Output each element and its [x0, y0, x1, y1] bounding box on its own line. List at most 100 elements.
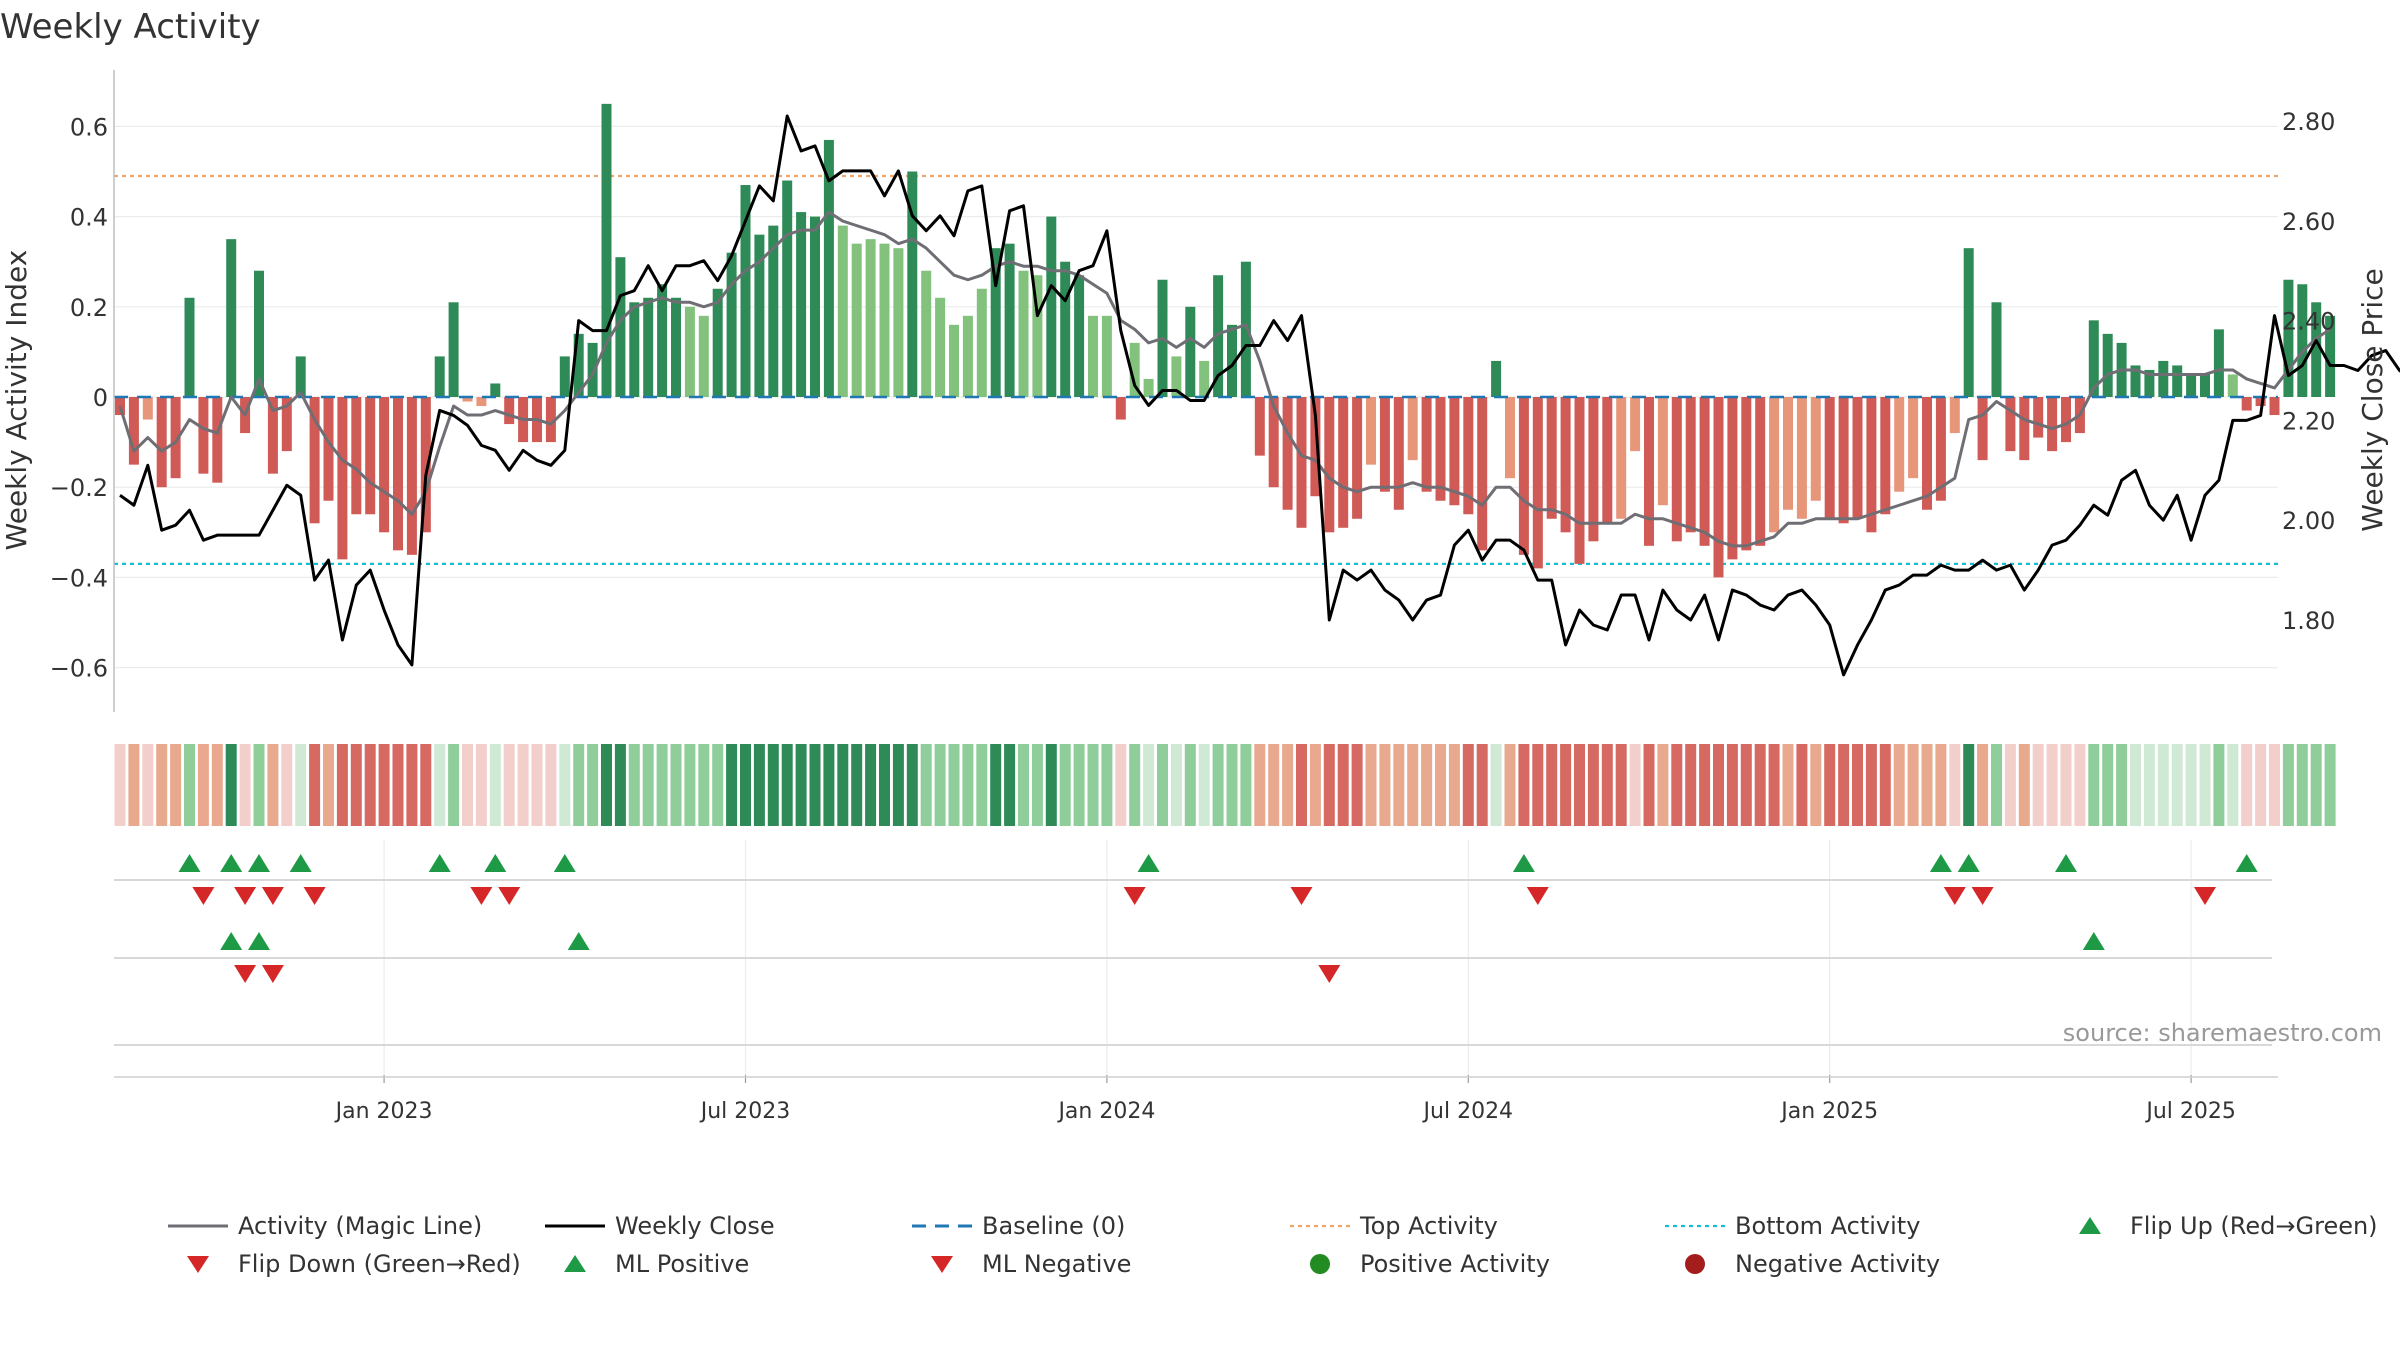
legend-item-flip-down: Flip Down (Green→Red) [187, 1250, 521, 1278]
legend-label: Bottom Activity [1735, 1212, 1920, 1240]
strip-cell [2241, 744, 2253, 826]
activity-bar [1296, 397, 1307, 528]
strip-cell [670, 744, 682, 826]
activity-bar [2130, 365, 2141, 397]
strip-cell [1421, 744, 1433, 826]
strip-cell [837, 744, 849, 826]
activity-bar [643, 297, 654, 397]
activity-bar [545, 397, 556, 443]
flip-up-marker [484, 854, 507, 872]
y-left-tick-label: −0.2 [50, 474, 108, 502]
legend-item-weekly-close: Weekly Close [545, 1212, 775, 1240]
activity-bar [323, 397, 334, 501]
activity-bar [504, 397, 515, 425]
activity-bar [2325, 315, 2336, 397]
strip-cell [1045, 744, 1057, 826]
activity-bar [2255, 397, 2266, 407]
strip-cell [1949, 744, 1961, 826]
flip-up-marker [248, 854, 270, 872]
activity-bar [1741, 397, 1752, 551]
activity-bar [1199, 360, 1210, 397]
activity-bar [712, 288, 723, 397]
activity-bar [1852, 397, 1863, 519]
activity-bar [309, 397, 320, 524]
activity-bar [1366, 397, 1376, 465]
strip-cell [2004, 744, 2016, 826]
strip-cell [1448, 744, 1460, 826]
strip-cell [656, 744, 668, 826]
strip-cell [531, 744, 543, 826]
flip-up-marker [1512, 854, 1535, 872]
activity-bar [1505, 397, 1515, 479]
legend-swatch [2079, 1217, 2101, 1234]
strip-cell [295, 744, 307, 826]
flip-up-marker [1929, 854, 1952, 872]
activity-bar [1588, 397, 1599, 542]
strip-cell [1087, 744, 1099, 826]
strip-cell [475, 744, 487, 826]
strip-cell [1157, 744, 1168, 826]
y-right-tick-label: 2.40 [2282, 308, 2335, 336]
strip-cell [1796, 744, 1808, 826]
strip-cell [1615, 744, 1627, 826]
strip-cell [1435, 744, 1446, 826]
strip-cell [2185, 744, 2197, 826]
legend-label: Negative Activity [1735, 1250, 1940, 1278]
y-right-tick-label: 2.20 [2282, 407, 2335, 435]
legend-item-flip-up: Flip Up (Red→Green) [2079, 1212, 2378, 1240]
flip-down-marker [1971, 887, 1994, 905]
activity-bar [1338, 397, 1349, 528]
activity-bar [1435, 397, 1446, 501]
activity-bar [629, 302, 640, 397]
flip-up-marker [289, 854, 312, 872]
activity-bar [2005, 397, 2016, 452]
strip-cell [2088, 744, 2100, 826]
strip-cell [1170, 744, 1182, 826]
activity-bar [893, 248, 904, 397]
strip-cell [1657, 744, 1669, 826]
activity-bar [1004, 243, 1015, 397]
strip-cell [517, 744, 529, 826]
strip-cell [1323, 744, 1335, 826]
strip-cell [628, 744, 640, 826]
strip-cell [976, 744, 988, 826]
strip-cell [1865, 744, 1877, 826]
activity-bar [379, 397, 390, 533]
activity-bar [1254, 397, 1265, 456]
flip-up-marker [553, 854, 576, 872]
activity-bar [142, 397, 153, 420]
activity-bar [2241, 397, 2252, 411]
grid-layer [114, 125, 2278, 1075]
legend-label: Weekly Close [615, 1212, 775, 1240]
strip-cell [2213, 744, 2225, 826]
activity-bar [2283, 279, 2294, 397]
activity-bar [2227, 374, 2238, 397]
activity-bar [337, 397, 348, 560]
x-tick-label: Jul 2023 [699, 1099, 791, 1124]
strip-cell [1824, 744, 1836, 826]
strip-cell [865, 744, 877, 826]
strip-cell [2324, 744, 2336, 826]
strip-cell [1852, 744, 1863, 826]
activity-bar [2047, 397, 2058, 452]
x-tick-label: Jan 2024 [1056, 1099, 1155, 1124]
strip-cell [1337, 744, 1349, 826]
strip-cell [601, 744, 612, 826]
strip-cell [851, 744, 863, 826]
activity-bar [1991, 302, 2002, 397]
strip-cell [2046, 744, 2058, 826]
activity-bar [1171, 356, 1182, 397]
strip-cell [2116, 744, 2128, 826]
activity-bar [657, 284, 668, 397]
strip-cell [614, 744, 626, 826]
activity-bar [1032, 275, 1043, 397]
signal-markers [114, 854, 2272, 1046]
activity-bar [782, 180, 793, 397]
strip-cell [323, 744, 334, 826]
strip-cell [462, 744, 473, 826]
strip-cell [489, 744, 501, 826]
legend-label: Flip Down (Green→Red) [238, 1250, 521, 1278]
strip-cell [2060, 744, 2072, 826]
strip-cell [1351, 744, 1363, 826]
activity-bar [1657, 397, 1668, 506]
